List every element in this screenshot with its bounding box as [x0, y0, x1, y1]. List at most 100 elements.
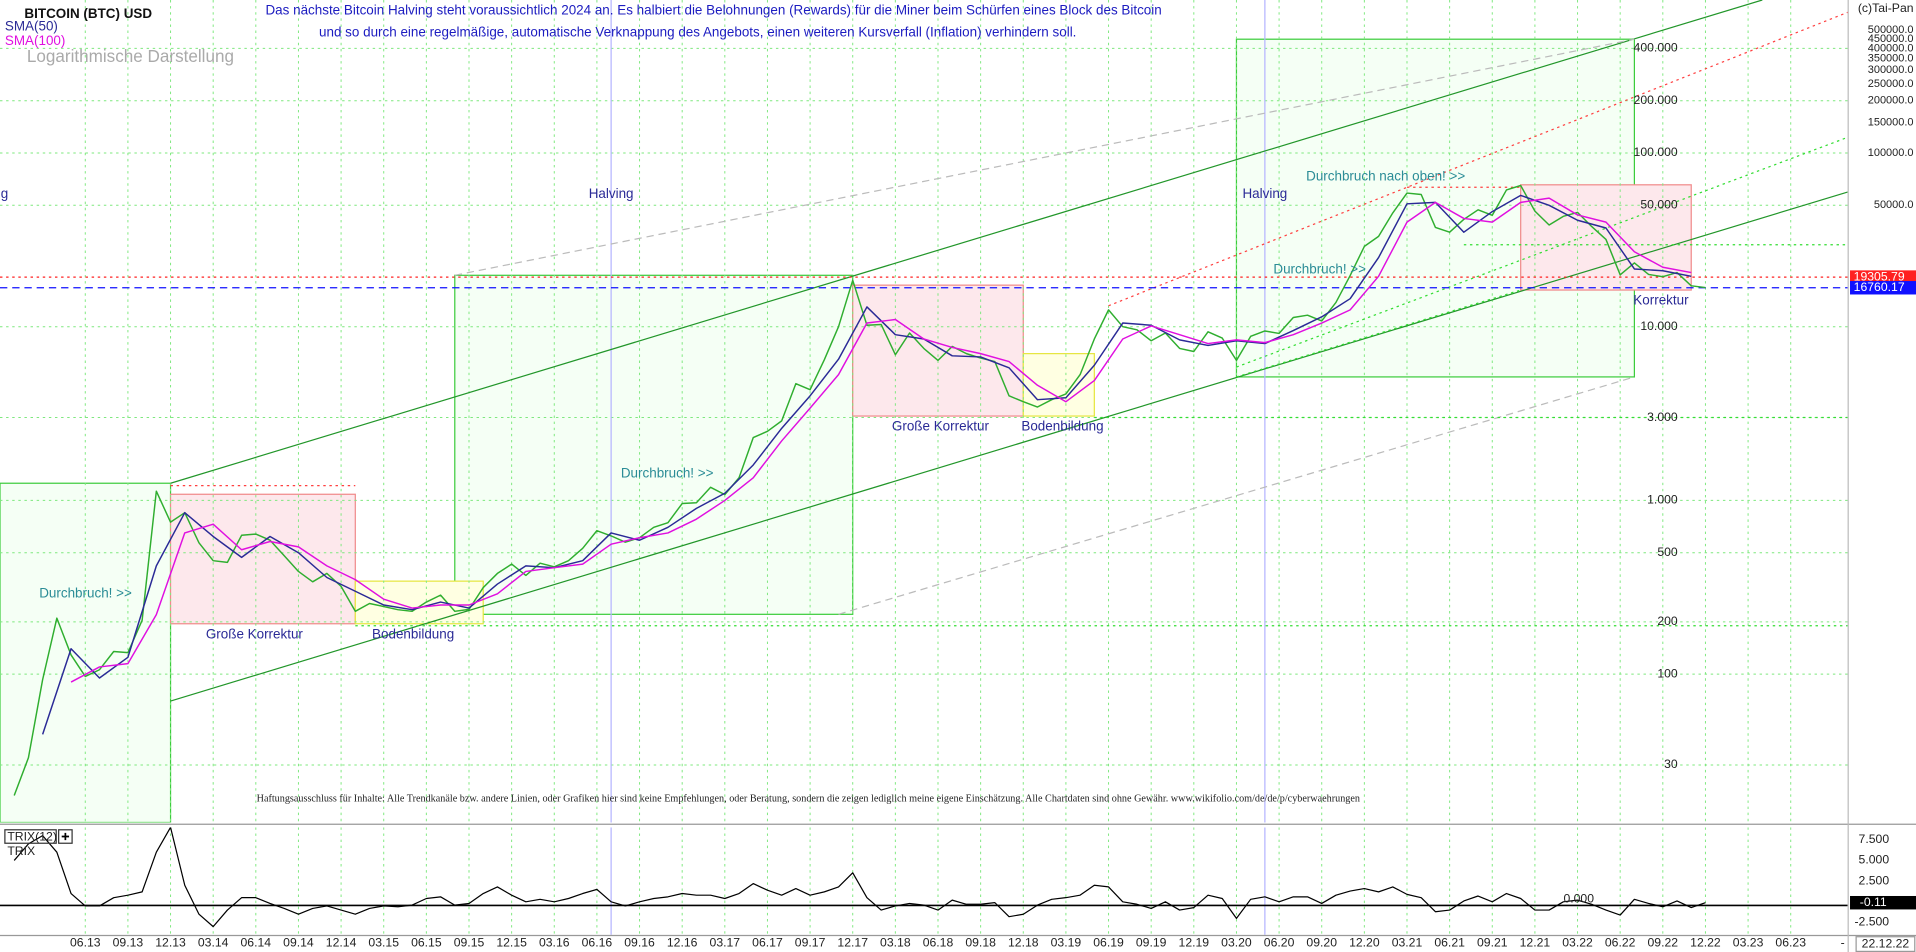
x-tick-label: 06.20	[1264, 936, 1295, 950]
series-line	[13, 184, 1706, 796]
x-tick-label: 12.15	[496, 936, 527, 950]
right-tick-label: 300000.0	[1868, 64, 1914, 76]
x-tick-label: 12.22	[1690, 936, 1721, 950]
x-tick-label: 06.16	[582, 936, 613, 950]
right-tick-label: 50000.0	[1874, 199, 1914, 211]
trix-flag	[1850, 895, 1916, 910]
legend-entry: SMA(50)	[5, 18, 58, 33]
trix-plot	[0, 827, 1848, 935]
halving-label: Halving	[0, 186, 8, 201]
trix-series-name: TRIX	[7, 844, 35, 858]
trix-tick-label: 7.500	[1859, 832, 1890, 846]
x-tick-label: 03.16	[539, 936, 570, 950]
trendline	[454, 38, 1635, 276]
zone-label: Große Korrektur	[892, 419, 990, 434]
trix-flag-label: -0.11	[1860, 895, 1887, 909]
price-flag	[1850, 281, 1916, 295]
x-tick-label: 03.23	[1733, 936, 1764, 950]
y-tick-label: 30	[1664, 757, 1678, 771]
x-tick-label: 06.23	[1775, 936, 1806, 950]
x-tick-label: 06.22	[1605, 936, 1636, 950]
right-tick-label: 400000.0	[1868, 42, 1914, 54]
main-plot	[0, 0, 1848, 823]
x-tick-label: 06.17	[752, 936, 783, 950]
copyright: (c)Tai-Pan	[1858, 1, 1914, 15]
x-tick-label: 09.15	[454, 936, 485, 950]
annotation: Durchbruch nach oben! >>	[1306, 169, 1465, 184]
x-tick-label: 06.14	[241, 936, 272, 950]
x-tick-label: 09.14	[283, 936, 314, 950]
zone-correction	[169, 493, 356, 625]
y-tick-label: 100.000	[1634, 145, 1678, 159]
zone-label: Bodenbildung	[372, 626, 454, 641]
subtitle-line: Das nächste Bitcoin Halving steht voraus…	[265, 3, 1161, 18]
series-line	[41, 194, 1692, 735]
trendline	[1236, 289, 1521, 378]
trendline	[838, 376, 1635, 615]
disclaimer: Haftungsausschluss für Inhalte: Alle Tre…	[257, 793, 1361, 805]
trendline	[170, 191, 1848, 702]
y-tick-label: 200.000	[1634, 93, 1678, 107]
y-tick-label: 10.000	[1640, 319, 1678, 333]
price-flag	[1850, 270, 1916, 284]
annotation: Durchbruch! >>	[1273, 262, 1366, 277]
x-tick-label: 12.16	[667, 936, 698, 950]
x-tick-label: 09.16	[624, 936, 655, 950]
halving-label: Halving	[1242, 186, 1287, 201]
zone-label: Bodenbildung	[1021, 419, 1103, 434]
x-tick-label: 09.21	[1477, 936, 1508, 950]
x-tick-label: 12.14	[326, 936, 357, 950]
trix-zero-label: 0.000	[1563, 892, 1594, 906]
x-tick-label: 03.22	[1562, 936, 1593, 950]
zone-channel	[454, 274, 854, 615]
right-tick-label: 250000.0	[1868, 78, 1914, 90]
halving-label: Halving	[589, 186, 634, 201]
trix-tick-label: 5.000	[1859, 853, 1890, 867]
x-tick-label: 03.17	[710, 936, 741, 950]
series-line	[13, 827, 1706, 928]
x-tick-label: 03.21	[1392, 936, 1423, 950]
series-line	[70, 197, 1692, 683]
right-tick-label: 450000.0	[1868, 33, 1914, 45]
trix-tick-label: 2.500	[1859, 873, 1890, 887]
zone-bottom	[354, 580, 484, 625]
x-tick-label: 09.20	[1306, 936, 1337, 950]
x-tick-label: 09.17	[795, 936, 826, 950]
zone-label: Korrektur	[1633, 293, 1689, 308]
x-tick-label: 12.18	[1008, 936, 1039, 950]
y-tick-label: 1.000	[1647, 493, 1678, 507]
y-tick-label: 3.000	[1647, 410, 1678, 424]
price-flag-label: 19305.79	[1854, 269, 1905, 283]
y-tick-label: 100	[1657, 666, 1678, 680]
x-tick-label: 06.18	[923, 936, 954, 950]
x-tick-label: 06.13	[70, 936, 101, 950]
annotation: Durchbruch! >>	[621, 466, 714, 481]
subtitle-line: und so durch eine regelmäßige, automatis…	[319, 25, 1076, 40]
y-tick-label: 400.000	[1634, 41, 1678, 55]
trix-tick-label: -2.500	[1854, 915, 1889, 929]
zone-bottom	[1022, 353, 1095, 417]
x-tick-label: 12.21	[1520, 936, 1551, 950]
trix-legend-label: TRIX(12)	[7, 829, 57, 843]
y-tick-label: 200	[1657, 614, 1678, 628]
trix-legend-box	[4, 829, 57, 844]
x-tick-label: 09.22	[1648, 936, 1679, 950]
price-flag-label: 16760.17	[1854, 280, 1905, 294]
x-tick-label: 03.18	[880, 936, 911, 950]
x-tick-label: 03.19	[1051, 936, 1082, 950]
x-tick-label: 06.21	[1434, 936, 1465, 950]
x-tick-label: 09.18	[965, 936, 996, 950]
right-tick-label: 100000.0	[1868, 147, 1914, 159]
right-tick-label: 200000.0	[1868, 95, 1914, 107]
overlay: 400.000 200.000 100.000 50.000 10.000 3.000 1.…	[0, 41, 1689, 906]
trendline	[1236, 136, 1848, 368]
trendline	[1108, 11, 1848, 307]
trendline	[170, 0, 1763, 484]
x-tick-label: 12.13	[155, 936, 186, 950]
right-tick-label: 350000.0	[1868, 52, 1914, 64]
annotation: Durchbruch! >>	[39, 585, 132, 600]
y-tick-label: 500	[1657, 545, 1678, 559]
x-tick-label: 06.15	[411, 936, 442, 950]
